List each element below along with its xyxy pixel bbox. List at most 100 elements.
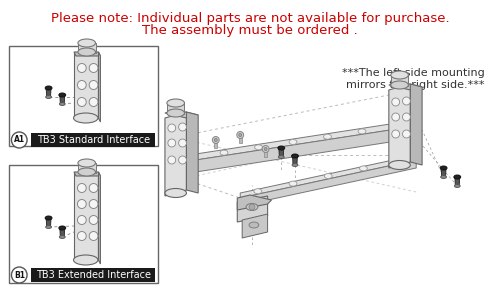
Text: The assembly must be ordered .: The assembly must be ordered .: [142, 24, 358, 37]
Polygon shape: [60, 228, 64, 237]
Circle shape: [12, 132, 27, 148]
Ellipse shape: [249, 204, 255, 210]
Ellipse shape: [360, 166, 368, 171]
Ellipse shape: [220, 150, 228, 155]
Ellipse shape: [78, 39, 96, 47]
Ellipse shape: [264, 147, 267, 151]
Ellipse shape: [89, 216, 98, 225]
Text: Please note: Individual parts are not available for purchase.: Please note: Individual parts are not av…: [50, 12, 450, 25]
Ellipse shape: [392, 113, 400, 121]
Ellipse shape: [278, 155, 284, 158]
Ellipse shape: [237, 131, 244, 138]
Bar: [391, 75, 408, 86]
Polygon shape: [165, 110, 198, 118]
Ellipse shape: [402, 130, 410, 138]
Polygon shape: [455, 177, 460, 186]
Ellipse shape: [254, 145, 262, 150]
Bar: [31, 133, 155, 147]
Polygon shape: [240, 160, 416, 206]
Ellipse shape: [186, 155, 194, 160]
Polygon shape: [389, 84, 410, 168]
Ellipse shape: [249, 222, 259, 228]
Ellipse shape: [402, 97, 410, 105]
Ellipse shape: [78, 199, 86, 208]
Ellipse shape: [392, 98, 400, 106]
Ellipse shape: [289, 140, 297, 144]
Polygon shape: [240, 155, 416, 198]
Polygon shape: [441, 168, 446, 177]
Ellipse shape: [78, 231, 86, 240]
Ellipse shape: [168, 139, 175, 147]
Polygon shape: [170, 126, 416, 176]
Ellipse shape: [262, 145, 269, 153]
Ellipse shape: [454, 175, 460, 179]
Ellipse shape: [78, 97, 86, 107]
Polygon shape: [239, 135, 242, 143]
Ellipse shape: [165, 188, 186, 197]
Ellipse shape: [239, 134, 242, 136]
Ellipse shape: [402, 113, 410, 121]
Bar: [78, 163, 96, 173]
Ellipse shape: [289, 181, 297, 186]
Polygon shape: [98, 172, 100, 264]
Text: TB3 Standard Interface: TB3 Standard Interface: [37, 135, 150, 145]
Ellipse shape: [78, 81, 86, 90]
Ellipse shape: [74, 255, 98, 265]
Ellipse shape: [59, 226, 66, 230]
Polygon shape: [74, 52, 98, 118]
Ellipse shape: [324, 134, 332, 139]
Polygon shape: [74, 52, 101, 56]
Ellipse shape: [168, 124, 175, 132]
Ellipse shape: [74, 113, 98, 123]
Polygon shape: [60, 95, 64, 104]
Ellipse shape: [324, 173, 332, 179]
Bar: [10, 46, 158, 146]
Bar: [31, 268, 155, 282]
Ellipse shape: [392, 123, 400, 129]
Polygon shape: [186, 112, 198, 193]
Polygon shape: [74, 172, 98, 260]
Polygon shape: [170, 120, 416, 164]
Ellipse shape: [46, 225, 52, 229]
Polygon shape: [214, 140, 217, 148]
Ellipse shape: [89, 184, 98, 192]
Polygon shape: [46, 88, 51, 97]
Ellipse shape: [45, 216, 52, 220]
Ellipse shape: [78, 216, 86, 225]
Polygon shape: [238, 195, 272, 210]
Ellipse shape: [78, 168, 96, 176]
Ellipse shape: [394, 158, 402, 163]
Ellipse shape: [167, 99, 184, 107]
Ellipse shape: [178, 139, 186, 147]
Polygon shape: [238, 196, 268, 222]
Circle shape: [12, 267, 27, 283]
Ellipse shape: [78, 159, 96, 167]
Polygon shape: [165, 112, 186, 196]
Polygon shape: [292, 156, 298, 165]
Ellipse shape: [178, 156, 186, 164]
Ellipse shape: [89, 81, 98, 90]
Ellipse shape: [46, 95, 52, 99]
Polygon shape: [242, 214, 268, 238]
Text: ***The left side mounting
mirrors the right side.***: ***The left side mounting mirrors the ri…: [342, 68, 484, 90]
Ellipse shape: [89, 64, 98, 73]
Ellipse shape: [440, 166, 447, 170]
Polygon shape: [74, 172, 101, 176]
Ellipse shape: [389, 160, 410, 170]
Ellipse shape: [45, 86, 52, 90]
Ellipse shape: [278, 146, 284, 150]
Polygon shape: [46, 218, 51, 227]
Text: TB3 Extended Interface: TB3 Extended Interface: [36, 270, 151, 280]
Ellipse shape: [60, 236, 65, 238]
Polygon shape: [98, 52, 100, 122]
Ellipse shape: [246, 203, 258, 210]
Text: A1: A1: [14, 136, 25, 144]
Ellipse shape: [78, 184, 86, 192]
Polygon shape: [279, 148, 283, 157]
Ellipse shape: [89, 97, 98, 107]
Ellipse shape: [59, 93, 66, 97]
Bar: [78, 43, 96, 53]
Ellipse shape: [168, 156, 175, 164]
Bar: [10, 165, 158, 283]
Ellipse shape: [78, 64, 86, 73]
